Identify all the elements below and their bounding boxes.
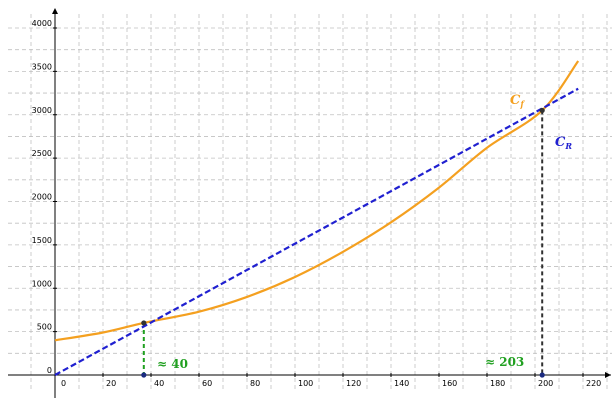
curve-label-cr-sub: R: [564, 141, 572, 151]
x-tick-label: 200: [538, 379, 553, 388]
x-tick-label: 0: [61, 379, 66, 388]
curve-label-cr: CR: [555, 135, 572, 151]
y-tick-label: 1500: [32, 236, 52, 245]
x-axis-point-203: [539, 372, 545, 378]
x-tick-label: 60: [202, 379, 212, 388]
x-tick-label: 80: [250, 379, 260, 388]
annotation-approx-40: ≈ 40: [157, 357, 188, 371]
y-axis-ticks: 0 500 1000 1500 2000 2500 3000 3500 4000: [32, 19, 57, 375]
intersection-guides: [142, 110, 544, 375]
series-line-cr: [54, 87, 579, 376]
y-tick-label: 0: [47, 366, 52, 375]
x-tick-label: 140: [394, 379, 409, 388]
y-tick-label: 500: [37, 323, 52, 332]
series-line-cf: [54, 60, 580, 342]
y-tick-label: 3000: [32, 106, 52, 115]
curve-label-cf-sub: f: [519, 99, 525, 109]
x-axis-ticks: 0 20 40 60 80 100 120 140 160 180 200 220: [61, 373, 601, 388]
axes: [8, 8, 611, 398]
intersection-point-40: [141, 320, 147, 326]
x-tick-label: 120: [346, 379, 361, 388]
curve-label-cr-main: C: [555, 135, 566, 150]
y-axis-arrow: [52, 8, 58, 14]
y-tick-label: 1000: [32, 279, 52, 288]
y-tick-label: 4000: [32, 19, 52, 28]
curve-label-cf: Cf: [510, 93, 525, 109]
y-tick-label: 2000: [32, 193, 52, 202]
x-axis-point-40: [141, 372, 147, 378]
intersection-points: [141, 107, 545, 378]
series-layer: [54, 60, 580, 376]
intersection-point-203: [539, 107, 545, 114]
grid: [8, 14, 612, 392]
x-tick-label: 20: [106, 379, 116, 388]
x-axis-arrow: [605, 372, 611, 378]
x-tick-label: 40: [154, 379, 164, 388]
y-tick-label: 3500: [32, 62, 52, 71]
curve-label-cf-main: C: [510, 93, 521, 108]
x-tick-label: 100: [298, 379, 313, 388]
x-tick-label: 160: [442, 379, 457, 388]
x-tick-label: 220: [586, 379, 601, 388]
annotation-approx-203: ≈ 203: [485, 355, 524, 369]
y-tick-label: 2500: [32, 149, 52, 158]
x-tick-label: 180: [490, 379, 505, 388]
